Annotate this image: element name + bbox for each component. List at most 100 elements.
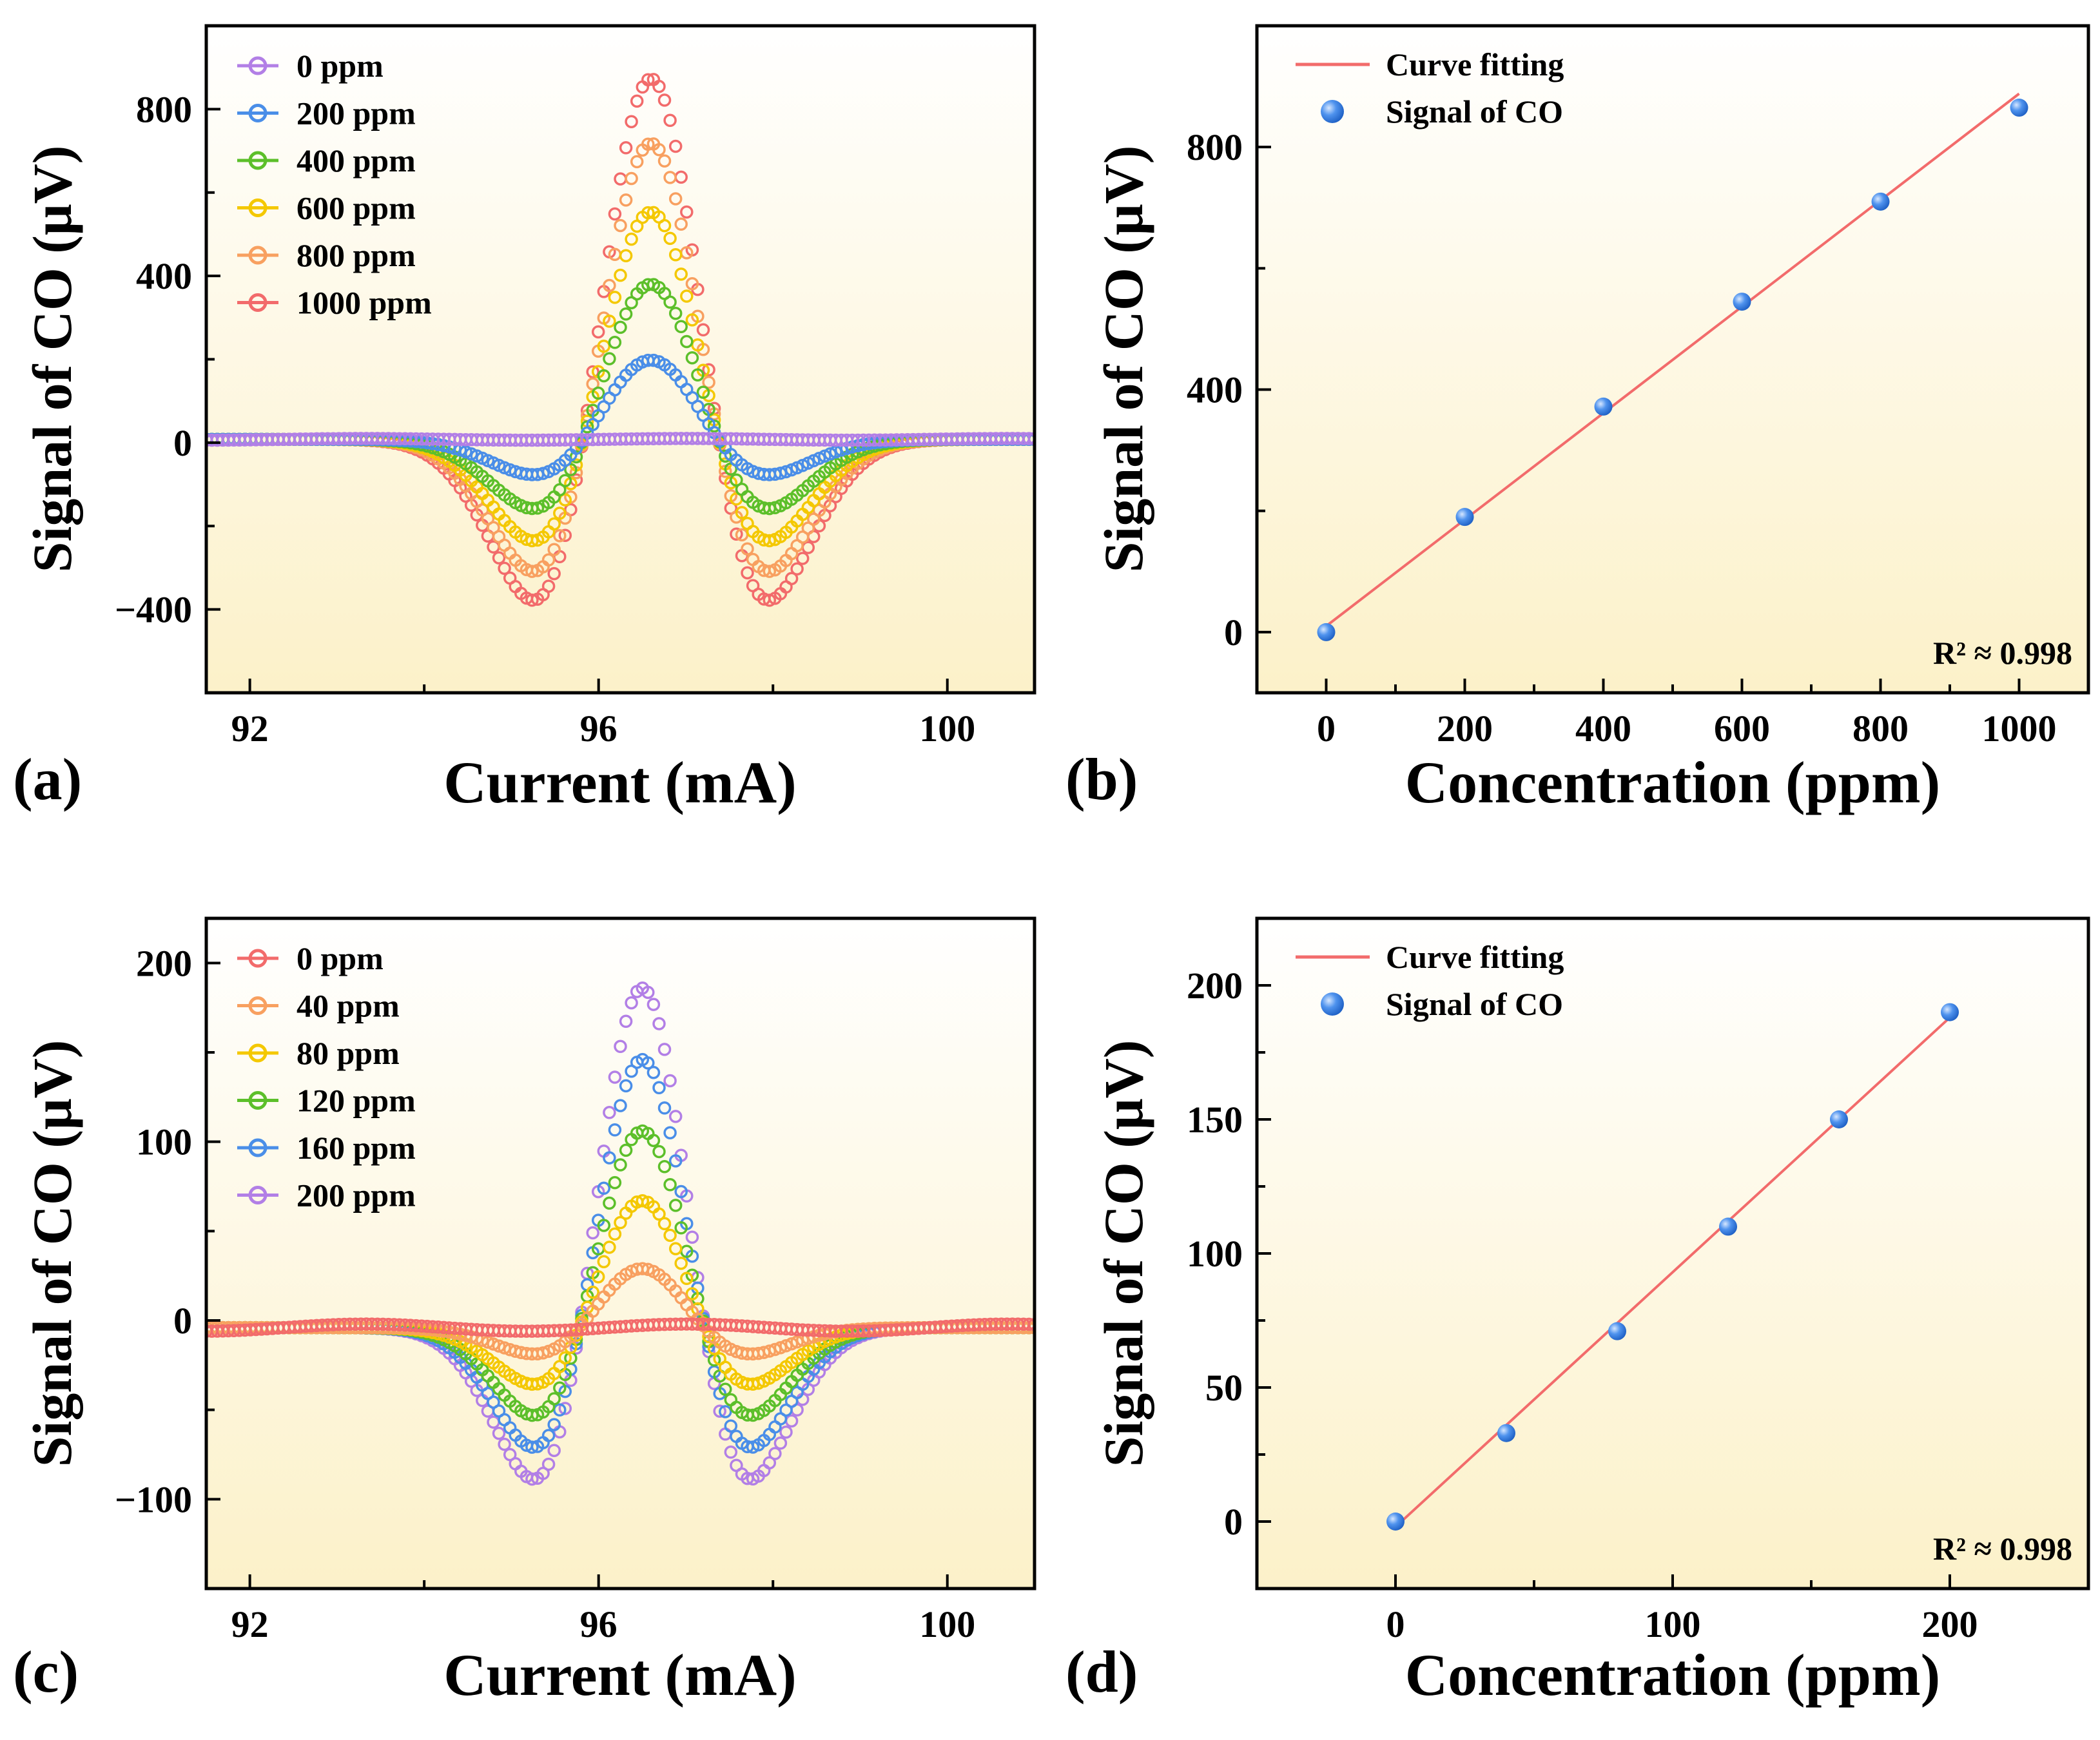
y-tick-label: −400 [115,589,192,631]
x-tick-label: 1000 [1982,708,2057,749]
series-marker [498,1437,511,1451]
data-point [1386,1513,1405,1531]
series-marker [763,1456,777,1470]
series-marker [608,336,622,349]
series-marker [541,1457,556,1471]
y-tick-label: 50 [1205,1367,1243,1409]
panel-a: 92 96 100 −400 0 400 800 Current (mA) Signal of … [13,24,1036,815]
series-marker [553,528,567,543]
y-tick-label: 100 [136,1121,192,1163]
plot-area [206,26,1035,693]
series-marker [619,1079,633,1093]
series-0-ppm [206,1317,1035,1338]
series-marker [614,268,627,282]
legend-marker [248,949,267,968]
series-marker [530,1377,545,1391]
series-marker [674,267,688,281]
series-marker [719,1405,732,1418]
series-marker [668,1242,683,1255]
series-marker [795,552,810,565]
series-marker [668,1199,683,1212]
series-marker [608,1175,622,1190]
series-marker [586,365,599,379]
legend-label: 0 ppm [297,940,384,976]
series-marker [719,1382,732,1396]
series-marker [498,561,511,575]
series-marker [619,307,633,321]
y-tick-label: 0 [1224,1501,1243,1543]
series-marker [741,542,754,556]
series-marker [525,1472,539,1486]
series-marker [674,1221,688,1235]
series-marker [685,1287,699,1300]
x-tick-label: 0 [1386,1603,1405,1645]
series-marker [603,1106,616,1119]
legend-label: 160 ppm [297,1130,416,1166]
series-marker [680,289,694,303]
series-marker [763,534,777,548]
x-tick-label: 200 [1922,1603,1978,1645]
series-marker [569,1341,583,1355]
series-marker [641,137,655,151]
series-marker [663,295,677,309]
y-axis-title: Signal of CO (μV) [1093,1040,1154,1467]
series-marker [647,1134,661,1147]
series-marker [685,313,699,327]
series-marker [536,1346,550,1360]
legend-marker [248,246,267,265]
data-point [1455,508,1474,527]
x-tick-label: 600 [1714,708,1770,749]
series-marker [586,1285,599,1299]
series-marker [547,517,561,531]
series-marker [608,291,622,304]
series-marker [663,231,677,246]
x-tick-label: 92 [231,1603,269,1645]
series-marker [663,113,677,128]
legend-label: 80 ppm [297,1035,400,1071]
y-tick-label: 0 [173,422,192,464]
series-marker [790,1335,804,1349]
series-marker [558,1402,572,1415]
x-tick-label: 92 [231,708,269,749]
series-marker [492,551,506,565]
x-axis-title: Current (mA) [443,1642,797,1708]
series-marker [773,1340,788,1355]
y-tick-label: 400 [1187,369,1243,411]
series-marker [619,1143,633,1157]
series-marker [603,1151,616,1165]
y-tick-label: 200 [136,942,192,984]
legend-marker [248,1186,267,1204]
legend-label: Curve fitting [1386,46,1564,82]
y-axis-title: Signal of CO (μV) [21,146,83,573]
x-tick-label: 100 [919,1603,975,1645]
series-marker [647,1065,661,1079]
y-tick-label: 0 [1224,612,1243,653]
series-marker [614,1099,627,1112]
series-marker [597,1219,611,1232]
series-marker [652,1207,666,1221]
series-marker [680,205,694,219]
series-marker [564,463,578,476]
series-marker [603,1241,616,1254]
series-marker [647,353,661,367]
data-point [2010,99,2028,117]
series-marker [691,368,705,382]
series-marker [553,507,567,520]
data-point [1871,192,1890,211]
series-marker [685,351,699,365]
series-marker [719,449,732,463]
series-marker [630,155,644,169]
series-marker [597,1181,611,1195]
plot-area [206,918,1035,1589]
series-marker [619,193,633,207]
series-marker [668,1154,683,1168]
series-marker [597,1255,611,1268]
series-marker [614,1215,627,1230]
legend-label: Signal of CO [1386,986,1563,1022]
series-marker [597,369,611,383]
legend-label: 120 ppm [297,1083,416,1119]
series-marker [696,385,710,399]
x-tick-label: 96 [580,1603,617,1645]
panel-label: (a) [13,746,82,812]
